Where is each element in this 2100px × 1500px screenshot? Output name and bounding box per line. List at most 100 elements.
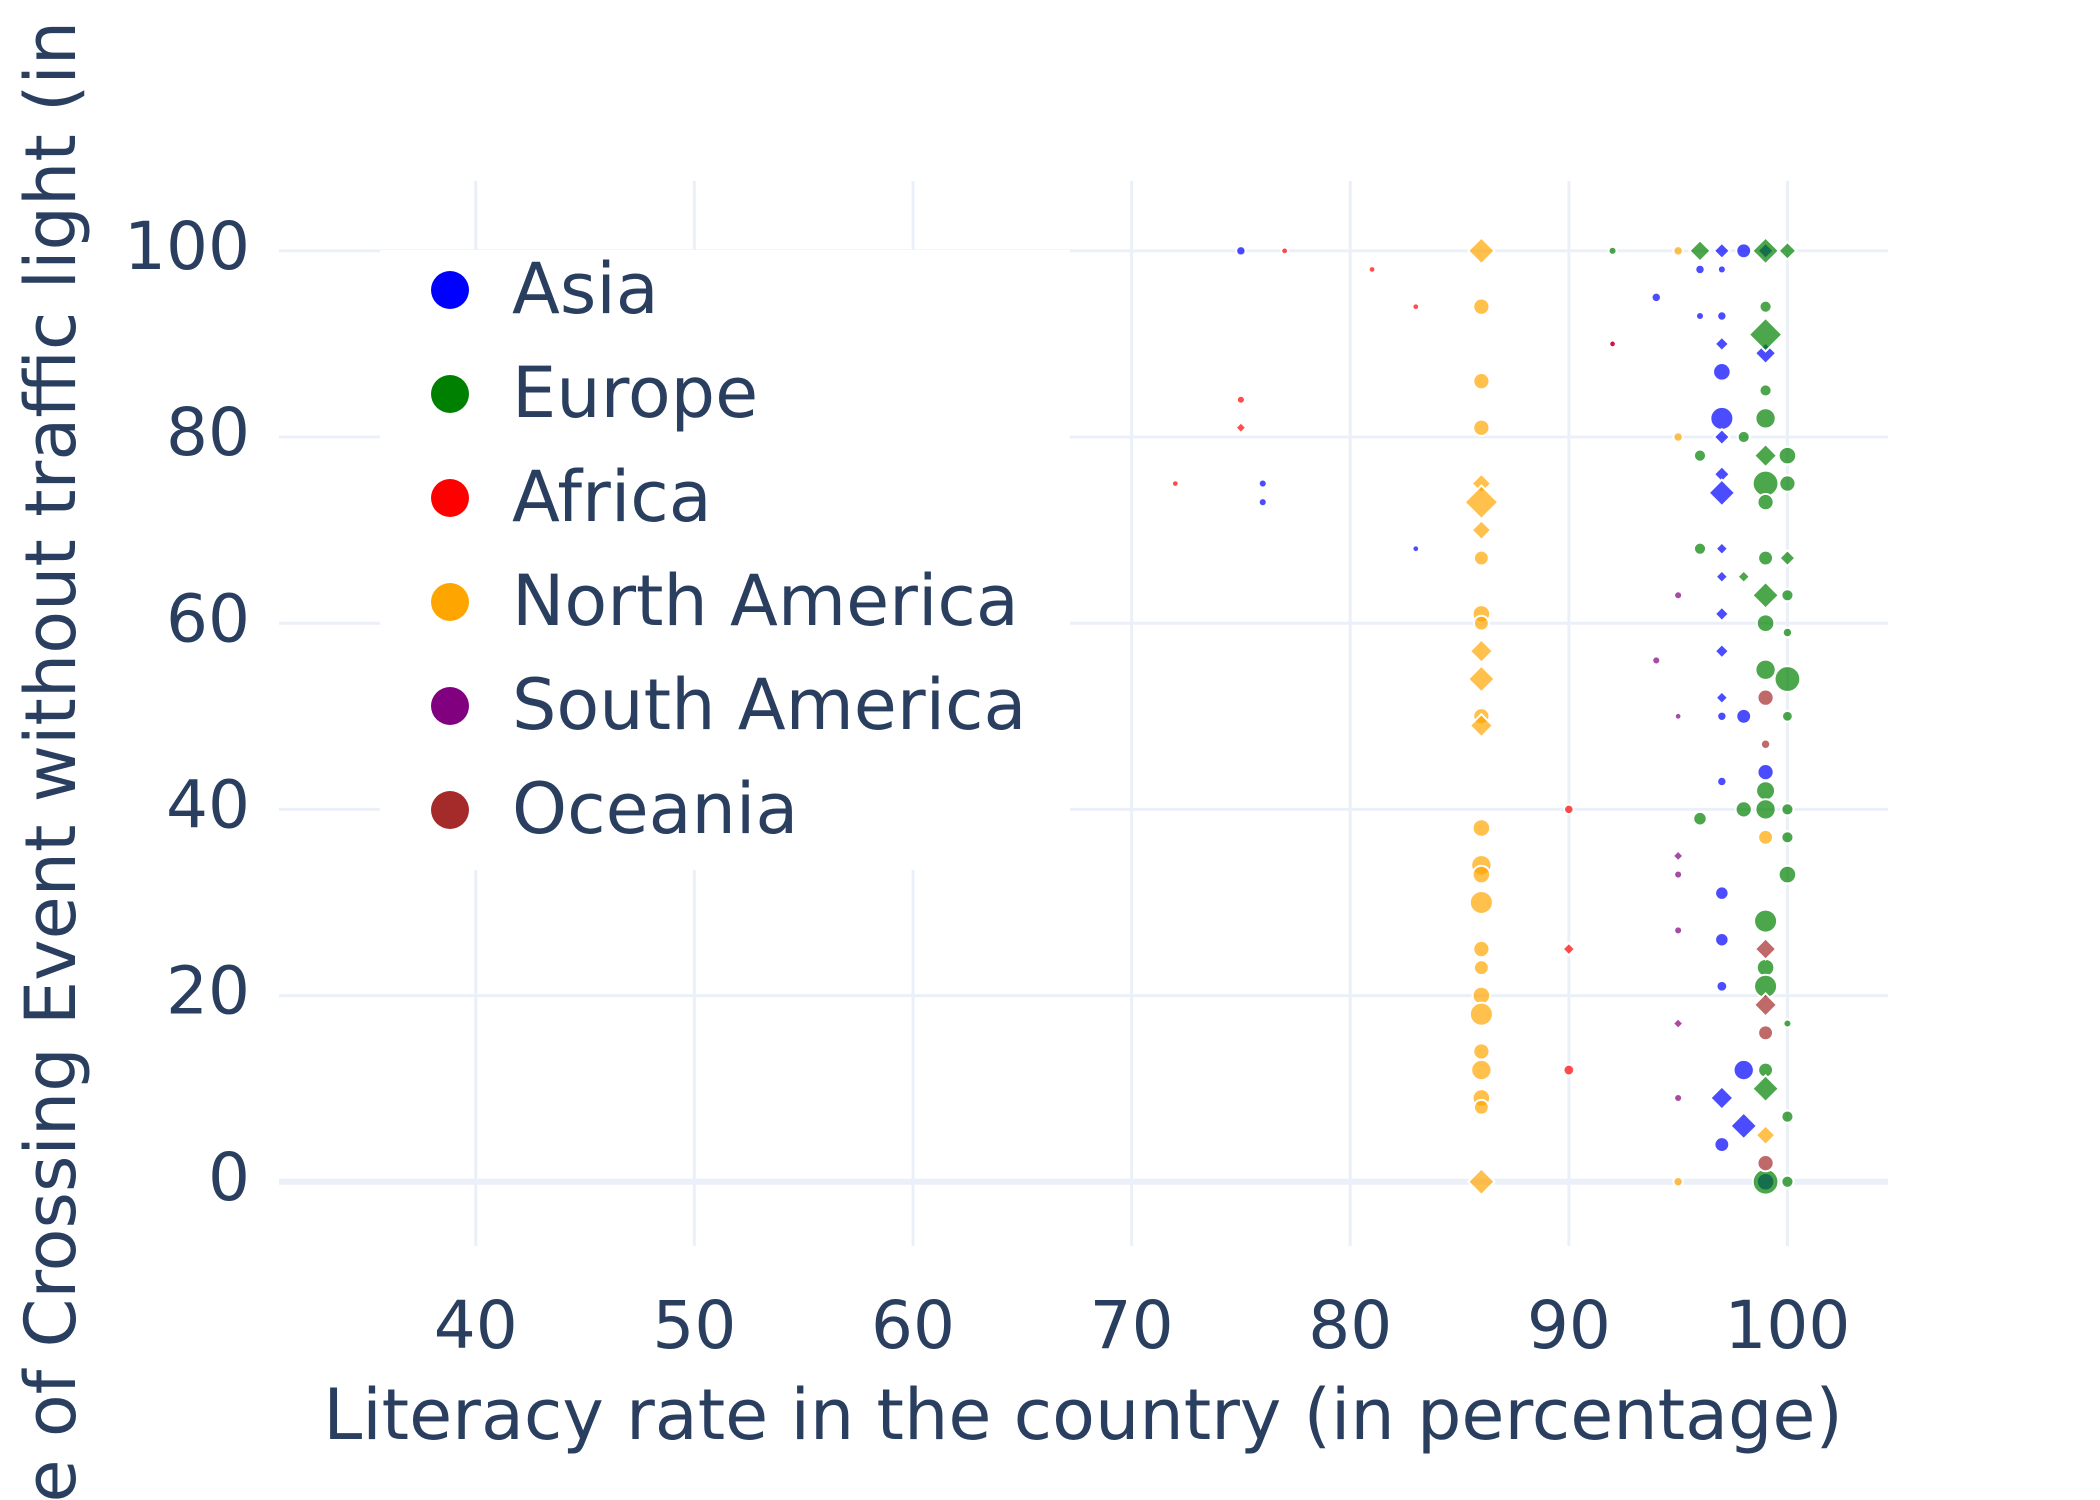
point: [1735, 707, 1753, 725]
point: [1472, 297, 1491, 316]
point: [1716, 264, 1727, 275]
point: [1607, 245, 1618, 256]
point: [1692, 541, 1708, 556]
point: [1692, 810, 1708, 827]
legend-label: Africa: [512, 456, 712, 538]
point-diamond: [1466, 1167, 1497, 1197]
point: [1756, 688, 1775, 707]
point: [1280, 246, 1289, 256]
point: [1781, 626, 1794, 639]
point: [1411, 302, 1421, 312]
point: [1716, 775, 1728, 788]
point: [1780, 588, 1795, 603]
point: [1471, 818, 1492, 838]
point: [1472, 549, 1490, 567]
legend-label: South America: [512, 664, 1026, 746]
legend-item[interactable]: North America: [431, 560, 1019, 642]
point: [1562, 1063, 1576, 1077]
point: [1780, 830, 1795, 845]
point-diamond: [1470, 519, 1493, 542]
point-diamond: [1714, 541, 1730, 557]
point: [1712, 362, 1732, 382]
point: [1673, 590, 1684, 601]
x-tick-label: 50: [652, 1287, 736, 1364]
point: [1757, 828, 1775, 846]
point-diamond: [1736, 569, 1752, 585]
point: [1235, 245, 1247, 257]
point-diamond: [1778, 548, 1797, 568]
point: [1650, 291, 1662, 304]
point: [1673, 925, 1684, 936]
x-tick-label: 100: [1724, 1287, 1850, 1364]
point-diamond: [1713, 605, 1731, 623]
point-diamond: [1712, 427, 1732, 447]
point: [1754, 798, 1777, 821]
point: [1778, 474, 1797, 493]
point: [1755, 780, 1777, 802]
point-diamond: [1714, 690, 1730, 706]
legend-label: Oceania: [512, 768, 798, 850]
y-tick-label: 40: [166, 766, 250, 843]
legend-label: North America: [512, 560, 1019, 642]
point: [1472, 939, 1491, 959]
point: [1468, 889, 1494, 916]
point: [1471, 864, 1492, 885]
point: [1257, 478, 1268, 489]
point-diamond: [1754, 1124, 1777, 1147]
point: [1732, 1058, 1755, 1082]
legend-swatch: [431, 271, 469, 309]
point: [1714, 885, 1730, 901]
point-diamond: [1468, 712, 1495, 739]
point: [1170, 479, 1180, 488]
point: [1673, 711, 1683, 721]
point-diamond: [1671, 849, 1685, 863]
point: [1751, 469, 1780, 498]
point: [1780, 1174, 1795, 1189]
point: [1470, 1058, 1493, 1082]
point-diamond: [1729, 1111, 1759, 1141]
point-diamond: [1688, 238, 1712, 263]
legend-item[interactable]: Africa: [431, 456, 712, 538]
point: [1758, 299, 1773, 314]
point: [1673, 1092, 1684, 1104]
point: [1756, 1154, 1775, 1173]
point: [1781, 709, 1794, 723]
legend-swatch: [431, 375, 469, 413]
point: [1753, 908, 1779, 934]
point-diamond: [1750, 1074, 1781, 1104]
point-diamond: [1463, 484, 1500, 521]
point-diamond: [1750, 580, 1781, 610]
point: [1777, 864, 1798, 885]
point: [1736, 429, 1751, 445]
point: [1782, 1018, 1793, 1029]
point: [1780, 802, 1795, 817]
x-axis-title: Literacy rate in the country (in percent…: [323, 1374, 1843, 1456]
point: [1751, 1167, 1780, 1196]
point: [1411, 544, 1421, 554]
point-diamond: [1753, 937, 1778, 961]
point-diamond: [1466, 664, 1497, 694]
point: [1367, 265, 1377, 274]
x-tick-label: 70: [1090, 1287, 1174, 1364]
legend-swatch: [431, 583, 469, 621]
point: [1756, 493, 1775, 512]
point: [1777, 445, 1798, 466]
ticks: 40 50 60 70 80 90 100 0 20 40 60 80 100: [124, 208, 1850, 1364]
legend-item[interactable]: Europe: [431, 352, 758, 434]
point-diamond: [1561, 941, 1577, 957]
legend-item[interactable]: South America: [431, 664, 1026, 746]
point-diamond: [1752, 992, 1779, 1018]
legend: Asia Europe Africa North America South Ameri…: [380, 248, 1070, 870]
point: [1468, 1001, 1494, 1027]
point: [1709, 405, 1735, 431]
y-tick-label: 20: [166, 953, 250, 1030]
legend-item[interactable]: Oceania: [431, 768, 798, 850]
point: [1692, 448, 1708, 463]
point: [1758, 383, 1773, 398]
x-tick-label: 40: [434, 1287, 518, 1364]
y-tick-label: 60: [166, 580, 250, 657]
point-diamond: [1753, 341, 1778, 366]
legend-item[interactable]: Asia: [431, 248, 659, 330]
